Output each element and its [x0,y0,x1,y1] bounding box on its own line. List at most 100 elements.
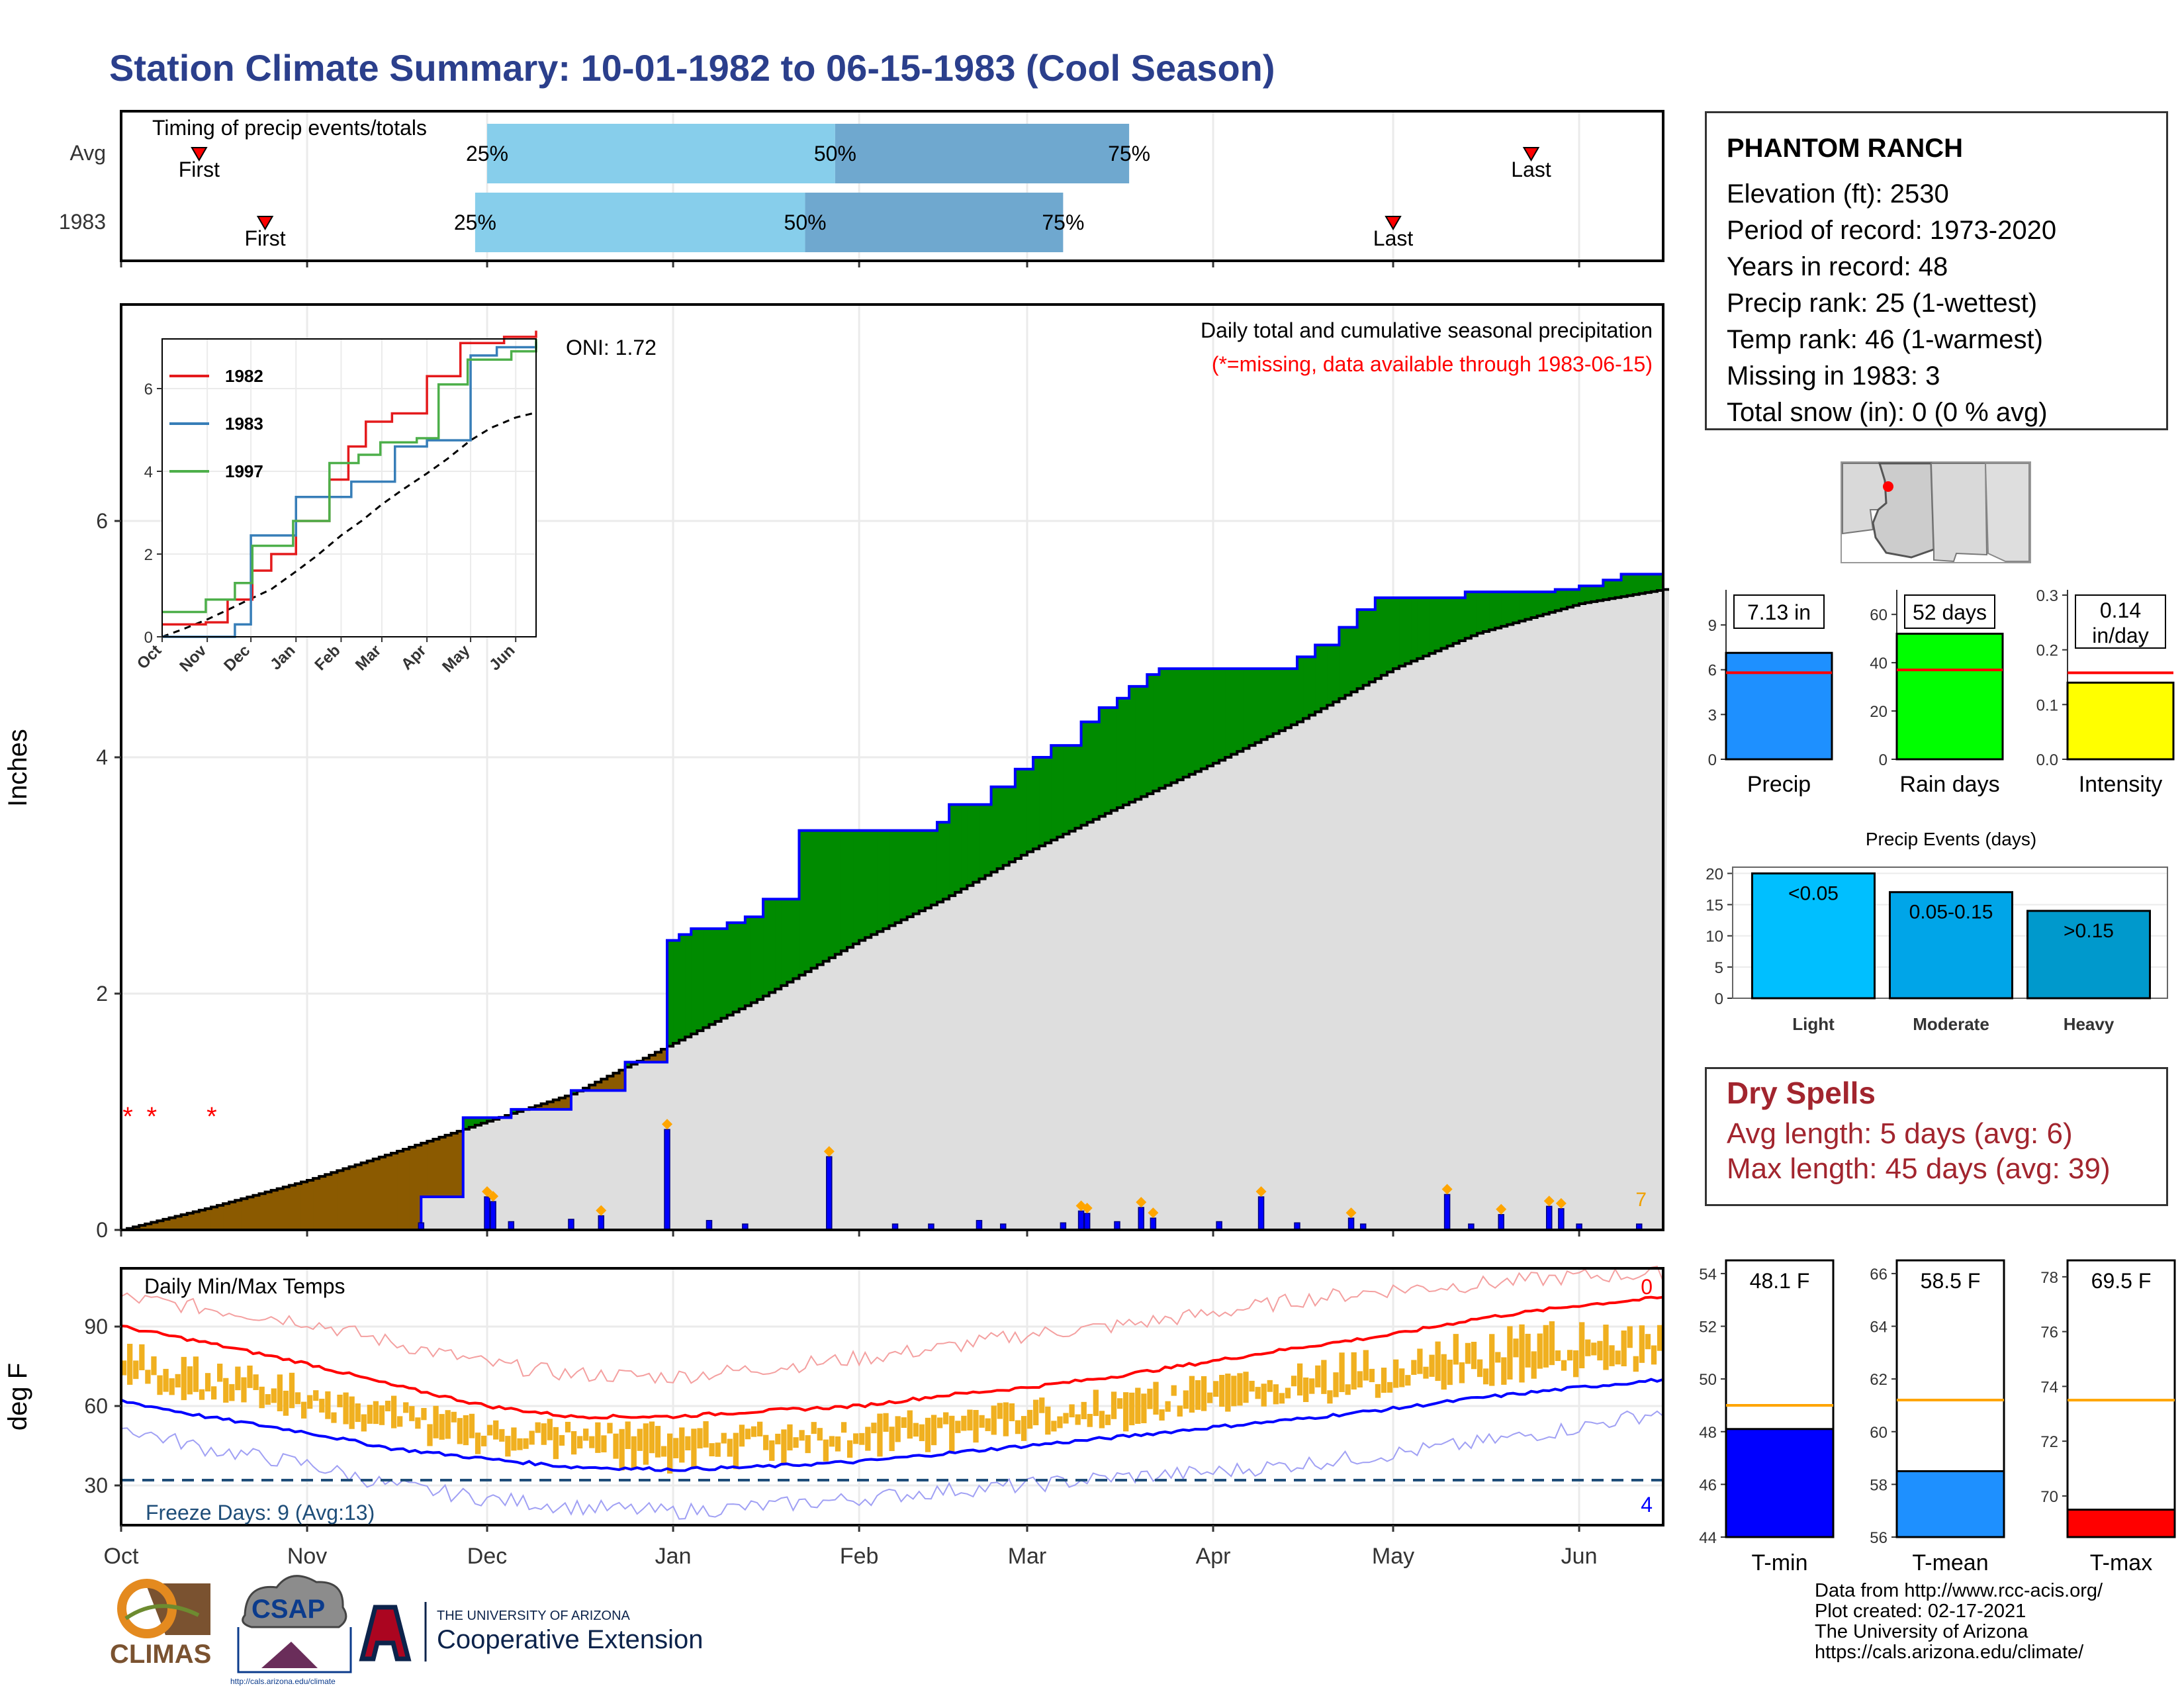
precip-surplus-segment [721,928,728,1019]
precip-deficit-segment [217,1205,224,1230]
inset-legend: 1982 1983 1997 [169,366,263,481]
temp-daily-range-bar [570,1430,577,1455]
precip-daily-bar [1558,1208,1565,1231]
summary-value-box [1904,594,1995,629]
temp-daily-range-bar [631,1436,637,1470]
temp-daily-range-bar [283,1390,289,1416]
temp-daily-range-bar [763,1434,769,1450]
precip-surplus-segment [1393,598,1400,669]
precip-surplus-segment [1525,592,1532,620]
precip-surplus-segment [1657,574,1664,591]
temp-daily-range-bar [1603,1325,1609,1370]
page-title: Station Climate Summary: 10-01-1982 to 0… [109,47,1275,89]
precip-surplus-segment [480,1117,488,1123]
precip-surplus-segment [1597,586,1604,601]
precip-surplus-segment [1333,645,1340,702]
temp-daily-range-bar [559,1434,565,1446]
precip-deficit-segment [559,1098,566,1109]
precip-surplus-segment [1381,598,1388,676]
precip-deficit-segment [343,1168,350,1230]
temp-summary-tick-label: 66 [1870,1266,1888,1284]
temp-daily-range-bar [487,1425,493,1436]
temp-summary-tick-label: 54 [1699,1266,1717,1284]
temp-daily-range-bar [577,1436,583,1449]
inset-x-tick-label: Mar [352,641,385,674]
precip-deficit-segment [643,1058,650,1062]
ua-logo-mark [359,1605,412,1662]
temp-daily-range-bar [1135,1387,1141,1424]
summary-value-label: 0.14 [2100,598,2141,622]
precip-surplus-segment [979,804,986,879]
events-category-label: Heavy [2064,1014,2115,1034]
inset-legend-label: 1982 [225,366,263,386]
precip-surplus-segment [1579,586,1586,604]
precip-surplus-segment [715,928,722,1021]
temp-daily-range-bar [385,1401,391,1412]
summary-tick-label: 6 [1708,662,1717,680]
temp-frame [120,1267,1664,1526]
temp-daily-range-bar [1075,1414,1081,1425]
precip-event-marker [1136,1197,1147,1208]
timing-last-marker [1385,216,1402,230]
precip-average-area [121,589,1670,1230]
precip-surplus-segment [1357,609,1364,689]
inset-y-tick-label: 0 [144,629,153,647]
dry-spells-avg: Avg length: 5 days (avg: 6) [1727,1117,2073,1150]
precip-deficit-segment [367,1160,374,1230]
temp-daily-range-bar [289,1372,295,1409]
temp-y-label: deg F [3,1363,32,1430]
temp-daily-range-bar [151,1356,157,1376]
temp-daily-range-bar [553,1427,559,1460]
temp-daily-range-bar [1099,1411,1105,1429]
precip-event-marker [662,1119,673,1130]
climas-logo-text: CLIMAS [110,1640,211,1669]
temp-summary-tick-label: 70 [2040,1488,2058,1506]
precip-daily-bar [568,1219,574,1231]
temp-daily-range-bar [637,1429,643,1451]
temp-daily-range-bar [607,1423,613,1434]
timing-last-marker [1522,147,1540,162]
station-elevation: Elevation (ft): 2530 [1727,179,1949,209]
precip-daily-bar [664,1129,670,1231]
station-snow: Total snow (in): 0 (0 % avg) [1727,398,2048,427]
temp-daily-range-bar [337,1394,343,1407]
precip-surplus-segment [1483,592,1490,632]
precip-surplus-segment [733,922,740,1012]
precip-deficit-segment [169,1217,176,1230]
month-tick-label: Jun [1561,1544,1598,1569]
precip-surplus-segment [919,830,926,912]
temp-daily-range-bar [973,1409,979,1443]
temp-daily-range-bar [1387,1382,1393,1393]
temp-daily-range-bar [883,1413,889,1432]
temp-daily-range-bar [703,1421,709,1448]
temp-daily-range-bar [1471,1341,1477,1370]
temp-daily-range-bar [325,1391,331,1419]
precip-surplus-segment [793,899,800,979]
precip-surplus-segment [936,822,944,902]
temp-daily-range-bar [739,1425,745,1447]
precip-surplus-segment [985,804,992,876]
temp-daily-range-bar [1435,1341,1441,1382]
temp-daily-range-bar [535,1422,541,1433]
temp-daily-range-bar [799,1430,805,1441]
temp-daily-range-bar [991,1405,997,1435]
temp-daily-range-bar [319,1399,325,1413]
temp-daily-range-bar [1657,1325,1663,1351]
precip-surplus-segment [865,830,872,938]
temp-daily-range-bar [1291,1376,1297,1387]
temp-daily-range-bar [1333,1372,1339,1397]
csap-logo-text: CSAP [251,1595,325,1624]
precip-deficit-segment [660,1049,668,1062]
precip-surplus-segment [805,830,812,972]
temp-daily-range-bar [1039,1397,1045,1413]
temp-summary-tick-label: 52 [1699,1319,1717,1336]
temp-daily-range-bar [673,1438,679,1458]
precip-deficit-segment [547,1102,554,1109]
summary-tick-label: 60 [1870,606,1888,624]
temp-daily-range-bar [181,1356,187,1401]
precip-daily-bar [826,1156,833,1231]
precip-surplus-segment [817,830,824,965]
freeze-days-label: Freeze Days: 9 (Avg:13) [146,1501,375,1524]
inset-x-tick-label: May [439,641,474,677]
temp-daily-range-bar [679,1427,685,1463]
